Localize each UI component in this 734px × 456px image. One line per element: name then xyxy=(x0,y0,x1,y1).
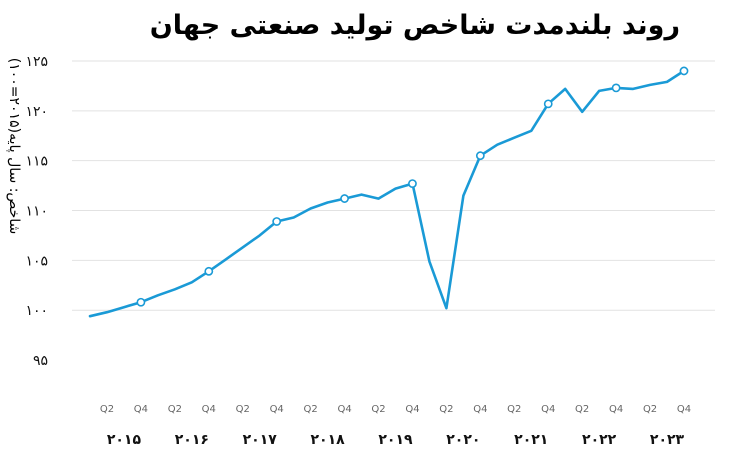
x-tick-label: Q4 xyxy=(202,404,216,415)
x-tick-label: Q2 xyxy=(168,404,182,415)
year-label: ۲۰۲۲ xyxy=(582,432,617,448)
data-point xyxy=(408,179,417,188)
year-label: ۲۰۲۱ xyxy=(514,432,548,448)
x-tick-label: Q2 xyxy=(439,404,453,415)
y-tick-label: ۹۵ xyxy=(33,353,48,369)
x-tick-label: Q4 xyxy=(134,404,148,415)
data-point xyxy=(611,83,621,93)
data-point xyxy=(475,151,485,161)
year-label: ۲۰۱۵ xyxy=(107,432,142,448)
x-tick-label: Q2 xyxy=(643,404,657,415)
y-tick-label: ۱۰۵ xyxy=(25,253,48,269)
data-point xyxy=(679,66,689,76)
x-tick-label: Q4 xyxy=(473,404,487,415)
y-tick-label: ۱۱۵ xyxy=(25,154,48,170)
data-point xyxy=(340,194,349,203)
y-tick-label: ۱۰۰ xyxy=(25,303,48,319)
chart-title: روند بلندمدت شاخص تولید صنعتی جهان xyxy=(149,10,680,41)
x-tick-label: Q2 xyxy=(371,404,385,415)
year-label: ۲۰۱۷ xyxy=(243,432,278,448)
year-label: ۲۰۱۹ xyxy=(378,432,413,448)
x-tick-label: Q2 xyxy=(100,404,114,415)
y-tick-label: ۱۲۰ xyxy=(25,104,48,120)
x-tick-label: Q4 xyxy=(405,404,419,415)
x-tick-label: Q4 xyxy=(270,404,284,415)
y-tick-label: ۱۲۵ xyxy=(25,54,48,70)
x-tick-label: Q2 xyxy=(575,404,589,415)
x-tick-label: Q2 xyxy=(304,404,318,415)
data-point xyxy=(543,99,553,109)
x-tick-label: Q4 xyxy=(609,404,623,415)
data-point xyxy=(136,297,146,307)
x-tick-label: Q2 xyxy=(507,404,521,415)
year-label: ۲۰۱۶ xyxy=(175,432,209,448)
year-label: ۲۰۱۸ xyxy=(311,432,346,448)
data-point xyxy=(204,266,214,276)
series-line xyxy=(88,69,686,318)
y-tick-label: ۱۱۰ xyxy=(25,204,48,220)
x-tick-label: Q4 xyxy=(677,404,691,415)
year-label: ۲۰۲۳ xyxy=(650,432,685,448)
year-label: ۲۰۲۰ xyxy=(446,432,480,448)
x-tick-label: Q4 xyxy=(541,404,555,415)
data-point xyxy=(272,217,282,226)
x-tick-label: Q2 xyxy=(236,404,250,415)
x-tick-label: Q4 xyxy=(337,404,351,415)
